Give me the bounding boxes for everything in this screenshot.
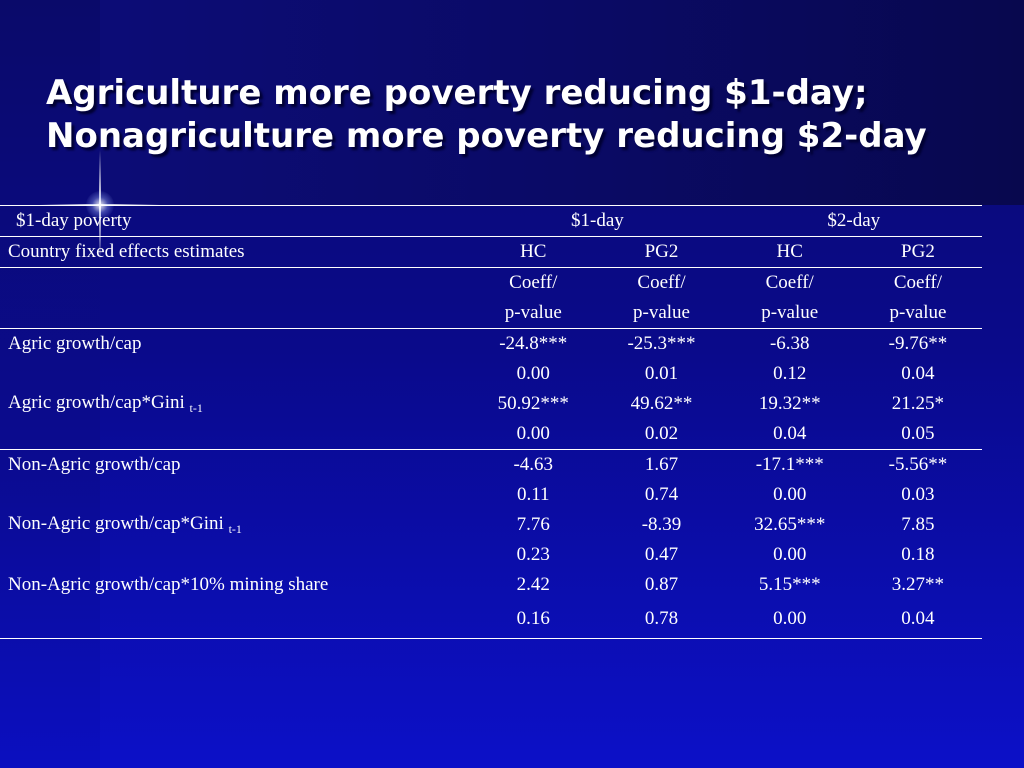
coefficient-cell: -8.39 bbox=[641, 514, 682, 535]
table-row: 0.23 0.47 0.00 0.18 bbox=[0, 540, 982, 570]
pvalue-cell: 0.04 bbox=[901, 363, 935, 384]
pvalue-cell: 0.02 bbox=[597, 419, 726, 450]
regression-table: $1-day poverty $1-day $2-day Country fix… bbox=[0, 205, 982, 639]
table-row: Non-Agric growth/cap -4.63 1.67 -17.1***… bbox=[0, 450, 982, 481]
coefficient-cell: -17.1*** bbox=[755, 454, 824, 475]
header-coeff: Coeff/ bbox=[765, 272, 814, 293]
coefficient-cell: -24.8*** bbox=[499, 333, 568, 354]
coefficient-cell: 7.85 bbox=[901, 514, 935, 535]
table-row: Non-Agric growth/cap*10% mining share 2.… bbox=[0, 570, 982, 600]
coefficient-cell: -5.56** bbox=[888, 454, 948, 475]
coefficient-cell: 1.67 bbox=[644, 454, 679, 475]
header-col-hc-2: HC bbox=[725, 236, 854, 268]
title-line-1: Agriculture more poverty reducing $1-day… bbox=[46, 73, 868, 113]
pvalue-cell: 0.00 bbox=[773, 484, 807, 505]
slide-title: Agriculture more poverty reducing $1-day… bbox=[46, 72, 1006, 158]
pvalue-cell: 0.03 bbox=[901, 484, 935, 505]
pvalue-cell: 0.00 bbox=[469, 419, 598, 450]
header-estimates-label: Country fixed effects estimates bbox=[0, 236, 470, 268]
coefficient-cell: -4.63 bbox=[513, 454, 554, 475]
header-row-coeff: Coeff/ Coeff/ Coeff/ Coeff/ bbox=[0, 268, 982, 299]
pvalue-cell: 0.00 bbox=[516, 363, 550, 384]
header-col-pg2-1: PG2 bbox=[597, 236, 726, 268]
header-pvalue: p-value bbox=[725, 298, 854, 329]
pvalue-cell: 0.47 bbox=[644, 544, 679, 565]
header-pvalue: p-value bbox=[853, 298, 982, 329]
coefficient-cell: 50.92*** bbox=[497, 393, 569, 414]
title-line-2: Nonagriculture more poverty reducing $2-… bbox=[46, 116, 927, 156]
table-row: 0.00 0.01 0.12 0.04 bbox=[0, 359, 982, 389]
coefficient-cell: 2.42 bbox=[516, 574, 550, 595]
coefficient-cell: 3.27** bbox=[891, 574, 945, 595]
table-row: Agric growth/cap*Gini t-1 50.92*** 49.62… bbox=[0, 389, 982, 419]
table-row: Agric growth/cap -24.8*** -25.3*** -6.38… bbox=[0, 329, 982, 360]
pvalue-cell: 0.05 bbox=[853, 419, 982, 450]
pvalue-cell: 0.04 bbox=[853, 600, 982, 639]
pvalue-cell: 0.23 bbox=[516, 544, 550, 565]
pvalue-cell: 0.74 bbox=[644, 484, 679, 505]
header-row-measures: Country fixed effects estimates HC PG2 H… bbox=[0, 236, 982, 268]
coefficient-cell: -25.3*** bbox=[627, 333, 696, 354]
pvalue-cell: 0.00 bbox=[725, 600, 854, 639]
coefficient-cell: 5.15*** bbox=[758, 574, 821, 595]
pvalue-cell: 0.12 bbox=[773, 363, 807, 384]
header-coeff: Coeff/ bbox=[893, 272, 943, 293]
row-label-subscript: t-1 bbox=[228, 522, 242, 536]
header-pvalue: p-value bbox=[597, 298, 726, 329]
header-group-1day: $1-day bbox=[469, 205, 726, 237]
row-label-subscript: t-1 bbox=[189, 401, 203, 415]
coefficient-cell: -6.38 bbox=[769, 333, 810, 354]
header-coeff: Coeff/ bbox=[637, 272, 686, 293]
pvalue-cell: 0.16 bbox=[469, 600, 598, 639]
header-coeff: Coeff/ bbox=[509, 272, 558, 293]
pvalue-cell: 0.78 bbox=[597, 600, 726, 639]
pvalue-cell: 0.00 bbox=[773, 544, 807, 565]
header-pvalue: p-value bbox=[469, 298, 598, 329]
table-row: 0.11 0.74 0.00 0.03 bbox=[0, 480, 982, 510]
coefficient-cell: 49.62** bbox=[630, 393, 693, 414]
table-row: Non-Agric growth/cap*Gini t-1 7.76 -8.39… bbox=[0, 510, 982, 540]
header-poverty-label: $1-day poverty bbox=[0, 205, 470, 237]
pvalue-cell: 0.04 bbox=[725, 419, 854, 450]
header-row-pvalue: p-value p-value p-value p-value bbox=[0, 298, 982, 329]
coefficient-cell: 0.87 bbox=[644, 574, 679, 595]
table-row: 0.16 0.78 0.00 0.04 bbox=[0, 600, 982, 639]
title-band bbox=[0, 0, 1024, 205]
row-label: Non-Agric growth/cap*10% mining share bbox=[8, 574, 329, 595]
left-decor-panel bbox=[0, 0, 100, 768]
pvalue-cell: 0.01 bbox=[644, 363, 679, 384]
coefficient-cell: 32.65*** bbox=[754, 514, 826, 535]
coefficient-cell: -9.76** bbox=[888, 333, 948, 354]
coefficient-cell: 7.76 bbox=[516, 514, 550, 535]
header-group-2day: $2-day bbox=[725, 205, 982, 237]
coefficient-cell: 19.32** bbox=[758, 393, 821, 414]
header-row-poverty-line: $1-day poverty $1-day $2-day bbox=[0, 205, 982, 237]
table-row: 0.00 0.02 0.04 0.05 bbox=[0, 419, 982, 450]
row-label: Non-Agric growth/cap bbox=[8, 454, 181, 475]
coefficient-cell: 21.25* bbox=[891, 393, 945, 414]
pvalue-cell: 0.11 bbox=[517, 484, 550, 505]
row-label: Agric growth/cap*Gini t-1 bbox=[8, 392, 203, 415]
header-col-pg2-2: PG2 bbox=[853, 236, 982, 268]
header-col-hc-1: HC bbox=[469, 236, 598, 268]
row-label: Agric growth/cap bbox=[8, 333, 142, 354]
pvalue-cell: 0.18 bbox=[901, 544, 935, 565]
row-label: Non-Agric growth/cap*Gini t-1 bbox=[8, 513, 242, 536]
